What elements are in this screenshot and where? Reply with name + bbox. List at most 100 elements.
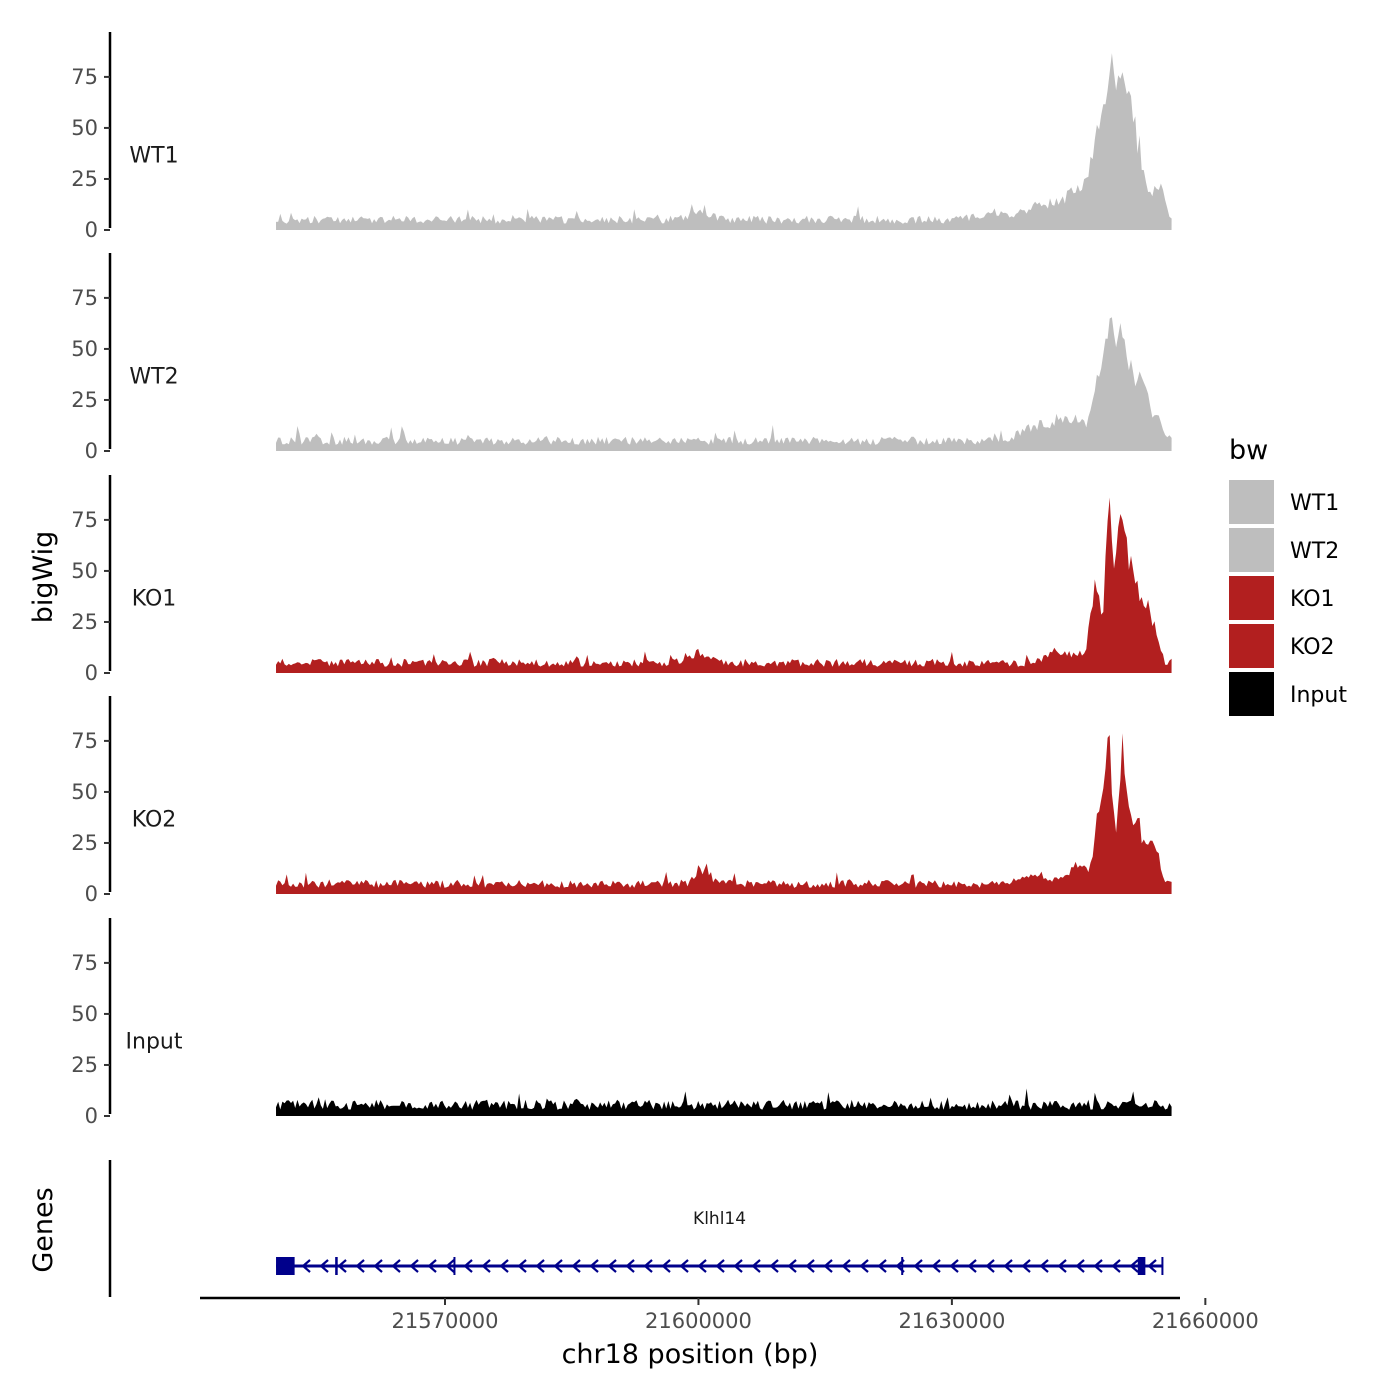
strand-arrow [1093,1259,1103,1273]
y-tick-label: 25 [71,388,98,412]
strand-arrow [661,1259,671,1273]
facet-label-wt1: WT1 [129,143,178,168]
facet-label-ko1: KO1 [132,586,177,611]
panel-input: 0 25 50 75 Input [71,918,1172,1128]
y-tick-label: 75 [71,508,98,532]
legend-swatch-wt2 [1229,528,1274,572]
signal-area-ko1 [276,497,1172,673]
y-tick-label: 75 [71,286,98,310]
strand-arrow [589,1259,599,1273]
signal-area-wt2 [276,317,1172,451]
y-tick-label: 25 [71,167,98,191]
strand-arrow [859,1259,869,1273]
y-tick-label: 50 [71,116,98,140]
x-axis: 21570000 21600000 21630000 21660000 [200,1296,1259,1333]
legend-label-input: Input [1290,683,1347,708]
legend: bw WT1 WT2 KO1 KO2 Input [1229,435,1347,716]
strand-arrow [445,1259,455,1273]
strand-arrow [643,1259,653,1273]
strand-arrow [1129,1259,1139,1273]
y-tick-label: 75 [71,951,98,975]
panel-ko1: 0 25 50 75 KO1 [71,475,1172,685]
gene-klhl14: Klhl14 [276,1209,1164,1275]
strand-arrow [877,1259,887,1273]
strand-arrow [1039,1259,1049,1273]
gene-track-title: Genes [28,1187,59,1272]
strand-arrow [985,1259,995,1273]
legend-swatch-wt1 [1229,480,1274,524]
panel-ko2: 0 25 50 75 KO2 [71,696,1172,906]
strand-arrow [1147,1259,1157,1273]
strand-arrow [427,1259,437,1273]
exon [1161,1257,1164,1275]
strand-arrow [1111,1259,1121,1273]
y-tick-label: 75 [71,729,98,753]
strand-arrow [967,1259,977,1273]
facet-label-wt2: WT2 [129,364,178,389]
legend-label-wt1: WT1 [1290,491,1339,516]
panel-wt2: 0 25 50 75 WT2 [71,253,1172,463]
strand-arrow [517,1259,527,1273]
strand-arrow [715,1259,725,1273]
strand-arrow [373,1259,383,1273]
x-tick-label: 21630000 [898,1309,1005,1333]
strand-arrow [319,1259,329,1273]
y-tick-label: 25 [71,610,98,634]
legend-swatch-ko2 [1229,624,1274,668]
strand-arrow [553,1259,563,1273]
strand-arrow [625,1259,635,1273]
exon [335,1257,338,1275]
strand-arrow [1003,1259,1013,1273]
y-tick-label: 75 [71,65,98,89]
strand-arrow [409,1259,419,1273]
strand-arrow [463,1259,473,1273]
facet-label-input: Input [126,1029,183,1054]
y-tick-label: 0 [85,1104,98,1128]
strand-arrow [751,1259,761,1273]
strand-arrow [841,1259,851,1273]
strand-arrow [607,1259,617,1273]
strand-arrow [1057,1259,1067,1273]
signal-area-input [276,1088,1172,1116]
strand-arrow [697,1259,707,1273]
facet-label-ko2: KO2 [132,807,177,832]
legend-label-ko2: KO2 [1290,635,1335,660]
signal-area-ko2 [276,733,1172,894]
strand-arrow [823,1259,833,1273]
strand-arrow [1075,1259,1085,1273]
strand-arrow [787,1259,797,1273]
signal-panels: 0 25 50 75 WT1 0 25 50 75 WT2 0 25 50 75 KO1 0 25 50 75 KO2… [71,32,1172,1128]
strand-arrow [1021,1259,1031,1273]
strand-arrow [913,1259,923,1273]
strand-arrow [571,1259,581,1273]
y-tick-label: 0 [85,661,98,685]
y-tick-label: 0 [85,882,98,906]
strand-arrow [535,1259,545,1273]
strand-arrow [733,1259,743,1273]
strand-arrow [679,1259,689,1273]
exon [453,1257,456,1275]
exon [276,1257,295,1275]
y-tick-label: 50 [71,1002,98,1026]
strand-arrow [337,1259,347,1273]
legend-title: bw [1229,435,1268,466]
y-tick-label: 50 [71,780,98,804]
legend-swatch-input [1229,672,1274,716]
exon [901,1257,904,1275]
y-tick-label: 25 [71,831,98,855]
strand-arrow [805,1259,815,1273]
gene-label: Klhl14 [693,1209,746,1229]
strand-arrow [499,1259,509,1273]
strand-arrow [931,1259,941,1273]
signal-area-wt1 [276,53,1172,230]
x-tick-label: 21660000 [1152,1309,1259,1333]
y-axis-title: bigWig [28,531,59,624]
y-tick-label: 50 [71,559,98,583]
legend-label-ko1: KO1 [1290,587,1335,612]
strand-arrow [949,1259,959,1273]
exon [1137,1257,1146,1275]
strand-arrow [481,1259,491,1273]
y-tick-label: 50 [71,337,98,361]
strand-arrow [391,1259,401,1273]
